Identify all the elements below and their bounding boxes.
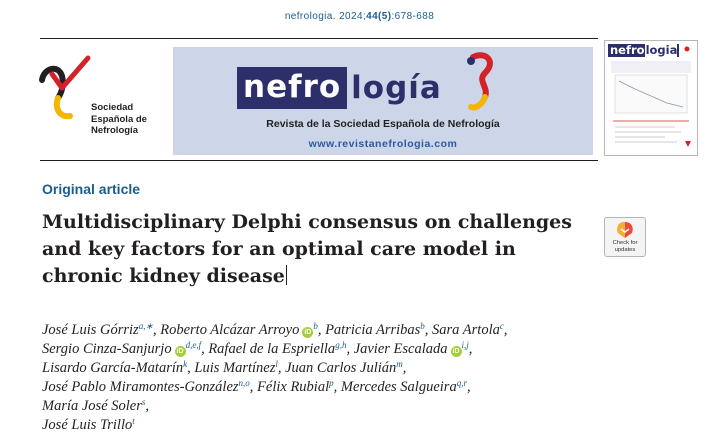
author-name: Patricia Arribas [325,322,421,338]
article-type-label: Original article [42,181,141,197]
author-affiliation[interactable]: l [275,359,278,369]
author-affiliation[interactable]: p [329,378,334,388]
author[interactable]: Juan Carlos Juliánm [285,359,403,377]
author[interactable]: Sara Artolac [432,321,504,339]
author-name: Sara Artola [432,322,500,338]
cover-brand-right: logia [644,43,678,57]
cover-content-graphic [611,46,691,147]
journal-cover-thumbnail[interactable]: nefrologia [604,40,698,156]
journal-name: nefrologia [284,11,333,22]
author[interactable]: Roberto Alcázar Arroyo iDb [160,322,318,338]
journal-pages: :678-688 [391,11,435,22]
author[interactable]: Félix Rubialp [257,378,334,396]
logo-nefro: nefro [237,67,348,109]
author-affiliation[interactable]: a,∗ [138,321,153,331]
author[interactable]: Patricia Arribasb [325,321,425,339]
author-list: José Luis Górriza,∗, Roberto Alcázar Arr… [42,321,508,434]
society-line-2: Española de [91,113,147,125]
author-affiliation[interactable]: c [499,321,504,331]
author-affiliation[interactable]: b [313,321,318,331]
author[interactable]: José Pablo Miramontes-Gonzálezn,o [42,378,250,396]
author-name: Mercedes Salgueira [340,379,457,395]
crossmark-icon [617,222,633,238]
author[interactable]: Lisardo García-Matarínk [42,359,188,377]
author-name: Lisardo García-Matarín [42,360,184,376]
author-affiliation[interactable]: m [396,359,403,369]
author-affiliation[interactable]: k [183,359,188,369]
author[interactable]: Sergio Cinza-Sanjurjo iDd,e,f [42,341,201,357]
kidney-ribbon-icon [467,52,493,111]
author-affiliation[interactable]: s [141,397,146,407]
society-line-1: Sociedad [91,102,134,113]
author[interactable]: Rafael de la Espriellag,h [208,340,347,358]
author-affiliation[interactable]: t [132,416,135,426]
logo-logia: logía [351,70,442,106]
header-top-rule [40,38,598,39]
society-logo: Sociedad Española de Nefrología [38,54,168,144]
article-title-text: Multidisciplinary Delphi consensus on ch… [42,211,572,287]
author[interactable]: Luis Martínezl [194,359,278,377]
author-name: Rafael de la Espriella [208,341,336,357]
crossmark-label: Check for updates [605,240,645,253]
text-cursor [285,265,287,285]
author[interactable]: José Luis Górriza,∗ [42,321,153,339]
cover-brand-left: nefro [610,43,645,57]
author-name: Roberto Alcázar Arroyo [160,322,300,338]
society-emblem-icon [39,55,91,120]
author-affiliation[interactable]: b [420,321,425,331]
author[interactable]: Mercedes Salgueiraq,r [340,378,467,396]
journal-banner: nefro logía Revista de la Sociedad Españ… [173,47,593,155]
author-affiliation[interactable]: d,e,f [185,340,202,350]
author-name: José Luis Trillo [42,417,133,433]
journal-logo: nefro logía [237,65,442,111]
author-affiliation[interactable]: i,j [461,340,469,350]
author-affiliation[interactable]: n,o [238,378,250,388]
author-name: José Pablo Miramontes-González [42,379,239,395]
journal-volume: 44(5) [366,11,392,22]
author-name: José Luis Górriz [42,322,139,338]
crossmark-label-1: Check for [612,240,638,246]
journal-url-link[interactable]: www.revistanefrologia.com [308,138,458,150]
journal-year: 2024; [339,11,367,22]
check-for-updates-button[interactable]: Check for updates [604,217,646,257]
crossmark-label-2: updates [614,246,636,253]
author-name: Luis Martínez [194,360,276,376]
author-name: Juan Carlos Julián [285,360,397,376]
author-name: María José Soler [42,398,142,414]
orcid-icon[interactable]: iD [450,346,462,357]
cover-brand: nefrologia [608,43,680,57]
author[interactable]: María José Solers [42,397,146,415]
orcid-icon[interactable]: iD [174,346,186,357]
author-affiliation[interactable]: g,h [335,340,347,350]
society-line-3: Nefrología [91,125,138,136]
author[interactable]: José Luis Trillot [42,416,135,434]
author-name: Félix Rubial [257,379,330,395]
society-name: Sociedad Española de Nefrología [91,102,147,137]
banner-subtitle: Revista de la Sociedad Española de Nefro… [266,118,500,130]
author-name: Javier Escalada [353,341,448,357]
article-title: Multidisciplinary Delphi consensus on ch… [42,209,582,290]
author-affiliation[interactable]: q,r [456,378,467,388]
header-bottom-rule [40,160,598,161]
author-name: Sergio Cinza-Sanjurjo [42,341,172,357]
author[interactable]: Javier Escalada iDi,j [354,341,469,357]
orcid-icon[interactable]: iD [302,327,314,338]
journal-reference: nefrologia. 2024;44(5):678-688 [284,11,435,22]
